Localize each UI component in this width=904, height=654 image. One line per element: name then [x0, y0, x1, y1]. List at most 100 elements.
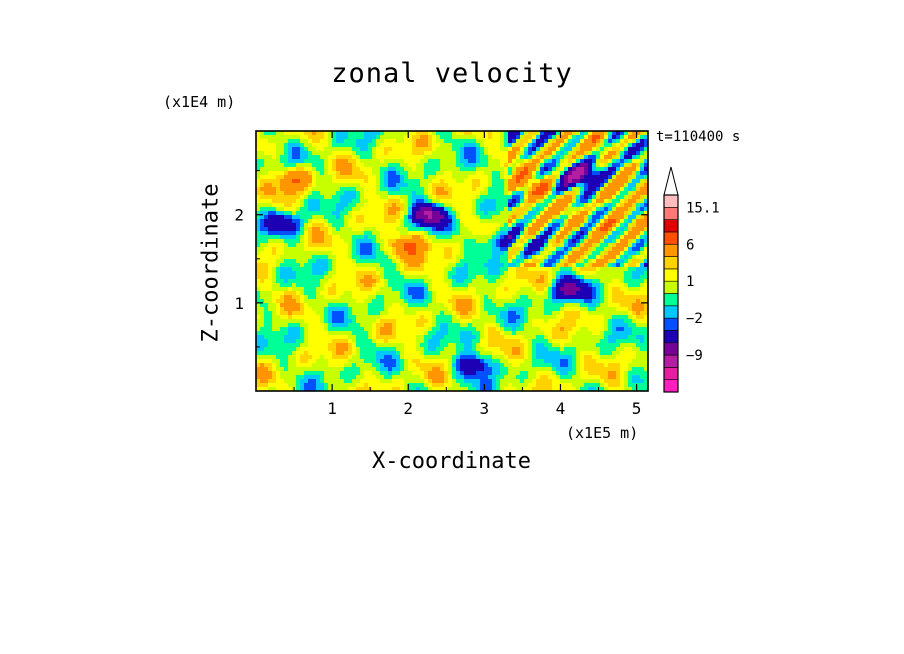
contour-cell — [568, 147, 573, 152]
contour-cell — [480, 271, 485, 276]
contour-cell — [352, 323, 357, 328]
contour-cell — [476, 331, 481, 336]
contour-cell — [280, 155, 285, 160]
contour-cell — [520, 263, 525, 268]
contour-cell — [264, 267, 269, 272]
contour-cell — [392, 279, 397, 284]
contour-cell — [440, 251, 445, 256]
contour-cell — [472, 215, 477, 220]
contour-cell — [632, 227, 637, 232]
contour-cell — [524, 131, 529, 136]
contour-cell — [352, 283, 357, 288]
contour-cell — [636, 323, 641, 328]
contour-cell — [628, 147, 633, 152]
contour-cell — [556, 191, 561, 196]
contour-cell — [580, 167, 585, 172]
contour-cell — [356, 211, 361, 216]
contour-cell — [556, 155, 561, 160]
contour-cell — [580, 187, 585, 192]
contour-cell — [468, 235, 473, 240]
contour-cell — [412, 223, 417, 228]
contour-cell — [600, 279, 605, 284]
contour-cell — [572, 227, 577, 232]
contour-cell — [420, 235, 425, 240]
contour-cell — [304, 215, 309, 220]
contour-cell — [312, 271, 317, 276]
contour-cell — [612, 175, 617, 180]
contour-cell — [612, 327, 617, 332]
contour-cell — [624, 275, 629, 280]
contour-cell — [588, 175, 593, 180]
contour-cell — [584, 183, 589, 188]
contour-cell — [400, 195, 405, 200]
contour-cell — [388, 319, 393, 324]
contour-cell — [540, 131, 545, 136]
contour-cell — [488, 307, 493, 312]
contour-cell — [292, 195, 297, 200]
contour-cell — [332, 227, 337, 232]
contour-cell — [480, 147, 485, 152]
contour-cell — [484, 239, 489, 244]
contour-cell — [476, 327, 481, 332]
contour-cell — [508, 263, 513, 268]
contour-cell — [632, 311, 637, 316]
contour-cell — [620, 215, 625, 220]
contour-cell — [332, 327, 337, 332]
contour-cell — [300, 167, 305, 172]
contour-cell — [488, 159, 493, 164]
contour-cell — [276, 271, 281, 276]
contour-cell — [484, 211, 489, 216]
contour-cell — [480, 311, 485, 316]
contour-cell — [524, 211, 529, 216]
contour-cell — [504, 239, 509, 244]
contour-cell — [340, 295, 345, 300]
contour-cell — [272, 223, 277, 228]
contour-cell — [604, 195, 609, 200]
contour-cell — [292, 183, 297, 188]
contour-cell — [492, 327, 497, 332]
contour-cell — [416, 299, 421, 304]
contour-cell — [560, 247, 565, 252]
contour-cell — [644, 231, 648, 236]
contour-cell — [276, 295, 281, 300]
contour-cell — [296, 283, 301, 288]
contour-cell — [416, 195, 421, 200]
contour-cell — [296, 139, 301, 144]
contour-cell — [360, 287, 365, 292]
contour-cell — [280, 211, 285, 216]
contour-cell — [408, 227, 413, 232]
contour-cell — [512, 187, 517, 192]
contour-cell — [608, 263, 613, 268]
contour-cell — [284, 147, 289, 152]
contour-cell — [588, 227, 593, 232]
contour-cell — [532, 299, 537, 304]
contour-cell — [276, 179, 281, 184]
contour-cell — [392, 263, 397, 268]
contour-cell — [440, 171, 445, 176]
contour-cell — [328, 143, 333, 148]
contour-cell — [392, 235, 397, 240]
contour-cell — [364, 323, 369, 328]
contour-cell — [496, 163, 501, 168]
contour-cell — [308, 183, 313, 188]
contour-cell — [376, 147, 381, 152]
contour-cell — [580, 279, 585, 284]
contour-cell — [616, 215, 621, 220]
contour-cell — [264, 179, 269, 184]
contour-cell — [552, 315, 557, 320]
contour-cell — [356, 291, 361, 296]
contour-cell — [632, 171, 637, 176]
contour-cell — [556, 295, 561, 300]
contour-cell — [444, 191, 449, 196]
contour-cell — [612, 283, 617, 288]
contour-cell — [296, 287, 301, 292]
contour-cell — [576, 287, 581, 292]
contour-cell — [336, 167, 341, 172]
contour-cell — [628, 135, 633, 140]
contour-cell — [316, 147, 321, 152]
contour-cell — [572, 199, 577, 204]
contour-cell — [588, 179, 593, 184]
contour-cell — [288, 279, 293, 284]
contour-cell — [336, 259, 341, 264]
contour-cell — [632, 159, 637, 164]
